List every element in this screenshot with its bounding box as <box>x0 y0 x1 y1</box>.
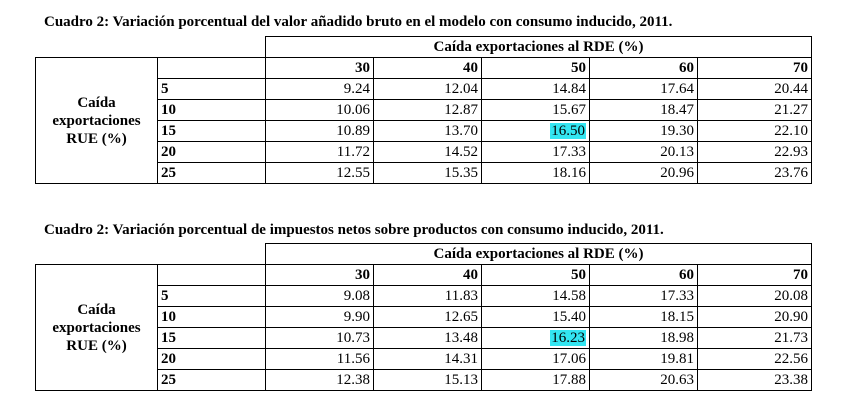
column-header: 60 <box>589 57 698 79</box>
table-cell: 19.30 <box>589 120 698 142</box>
table-cell: 14.31 <box>373 348 482 370</box>
table-row: 15 10.73 13.48 16.23 18.98 21.73 <box>36 327 813 349</box>
table-cell: 20.44 <box>696 78 813 100</box>
table-cell: 9.24 <box>265 78 374 100</box>
table-cell: 18.47 <box>589 99 698 121</box>
table-cell-highlighted: 16.23 <box>481 327 590 349</box>
row-header: 10 <box>157 306 266 328</box>
table-cell: 10.89 <box>265 120 374 142</box>
table-column-row: Caída exportaciones RUE (%) 30 40 50 60 … <box>35 57 813 184</box>
table-row: 20 11.56 14.31 17.06 19.81 22.56 <box>36 348 813 370</box>
column-group-header: Caída exportaciones al RDE (%) <box>264 36 813 58</box>
table-cell: 11.72 <box>265 141 374 163</box>
row-header: 10 <box>157 99 266 121</box>
table-cell: 13.70 <box>373 120 482 142</box>
table-cell: 20.63 <box>589 369 698 391</box>
table-cell: 22.93 <box>696 141 813 163</box>
row-header: 25 <box>157 162 266 184</box>
table-cell: 20.08 <box>696 285 813 307</box>
column-header: 30 <box>265 264 374 286</box>
table-cell: 10.06 <box>265 99 374 121</box>
table-cell: 12.38 <box>265 369 374 391</box>
table-cell: 14.58 <box>481 285 590 307</box>
table-cell: 18.16 <box>481 162 590 184</box>
highlighted-value: 16.50 <box>550 123 586 139</box>
table-2-caption: Cuadro 2: Variación porcentual de impues… <box>44 222 664 238</box>
row-header: 15 <box>157 327 266 349</box>
table-row: 25 12.38 15.13 17.88 20.63 23.38 <box>36 369 813 391</box>
column-header: 70 <box>696 264 813 286</box>
table-cell: 15.67 <box>481 99 590 121</box>
row-header: 25 <box>157 369 266 391</box>
row-group-label: Caída exportaciones RUE (%) <box>35 264 158 391</box>
table-cell: 22.56 <box>696 348 813 370</box>
table-cell: 15.35 <box>373 162 482 184</box>
table-column-row: Caída exportaciones RUE (%) 30 40 50 60 … <box>35 264 813 391</box>
table-cell: 20.96 <box>589 162 698 184</box>
table-row: 25 12.55 15.35 18.16 20.96 23.76 <box>36 162 813 184</box>
table-row: 5 9.08 11.83 14.58 17.33 20.08 <box>36 285 813 307</box>
table-cell: 17.64 <box>589 78 698 100</box>
table-cell: 22.10 <box>696 120 813 142</box>
row-header: 15 <box>157 120 266 142</box>
table-cell: 17.06 <box>481 348 590 370</box>
column-header: 40 <box>373 57 482 79</box>
table-cell: 17.88 <box>481 369 590 391</box>
table-cell: 23.76 <box>696 162 813 184</box>
table-cell: 15.40 <box>481 306 590 328</box>
table-cell: 20.13 <box>589 141 698 163</box>
highlighted-value: 16.23 <box>550 330 586 346</box>
table-header-row: Caída exportaciones al RDE (%) <box>35 243 813 265</box>
table-cell: 17.33 <box>481 141 590 163</box>
table-cell: 15.13 <box>373 369 482 391</box>
table-row: 20 11.72 14.52 17.33 20.13 22.93 <box>36 141 813 163</box>
table-cell: 11.56 <box>265 348 374 370</box>
column-header: 70 <box>696 57 813 79</box>
table-1: Caída exportaciones al RDE (%) Caída exp… <box>35 36 813 184</box>
table-cell: 11.83 <box>373 285 482 307</box>
table-row: 10 10.06 12.87 15.67 18.47 21.27 <box>36 99 813 121</box>
table-cell: 9.08 <box>265 285 374 307</box>
table-cell: 13.48 <box>373 327 482 349</box>
column-header: 60 <box>589 264 698 286</box>
table-cell: 19.81 <box>589 348 698 370</box>
table-cell: 18.15 <box>589 306 698 328</box>
table-2: Caída exportaciones al RDE (%) Caída exp… <box>35 243 813 391</box>
table-cell: 20.90 <box>696 306 813 328</box>
table-cell: 14.52 <box>373 141 482 163</box>
table-cell: 17.33 <box>589 285 698 307</box>
table-cell: 21.73 <box>696 327 813 349</box>
table-cell-highlighted: 16.50 <box>481 120 590 142</box>
column-group-header: Caída exportaciones al RDE (%) <box>264 243 813 265</box>
table-cell: 12.55 <box>265 162 374 184</box>
row-header: 20 <box>157 348 266 370</box>
table-cell: 10.73 <box>265 327 374 349</box>
column-header: 50 <box>481 264 590 286</box>
table-cell: 23.38 <box>696 369 813 391</box>
row-group-label: Caída exportaciones RUE (%) <box>35 57 158 184</box>
table-cell: 9.90 <box>265 306 374 328</box>
table-header-row: Caída exportaciones al RDE (%) <box>35 36 813 58</box>
row-header: 5 <box>157 78 266 100</box>
table-cell: 14.84 <box>481 78 590 100</box>
row-header: 5 <box>157 285 266 307</box>
column-header: 30 <box>265 57 374 79</box>
table-cell: 18.98 <box>589 327 698 349</box>
column-header: 50 <box>481 57 590 79</box>
table-cell: 12.65 <box>373 306 482 328</box>
row-header: 20 <box>157 141 266 163</box>
column-header: 40 <box>373 264 482 286</box>
table-cell: 12.04 <box>373 78 482 100</box>
table-cell: 21.27 <box>696 99 813 121</box>
table-cell: 12.87 <box>373 99 482 121</box>
table-1-caption: Cuadro 2: Variación porcentual del valor… <box>44 14 673 30</box>
